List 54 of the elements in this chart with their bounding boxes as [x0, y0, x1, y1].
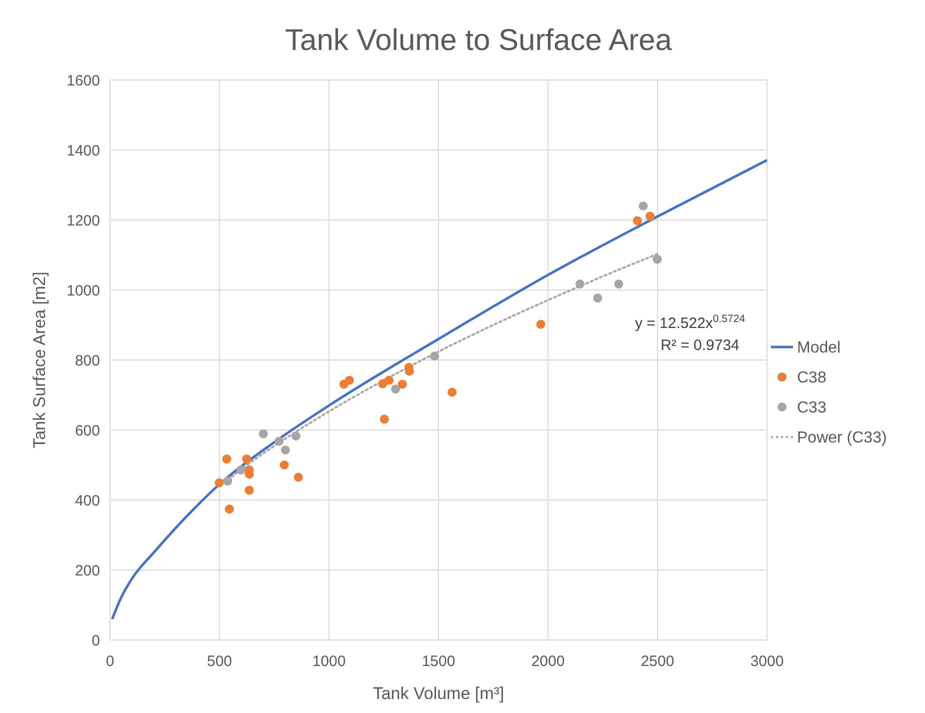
x-tick-label: 2000: [531, 653, 565, 670]
point: [398, 380, 407, 389]
y-tick-label: 1200: [66, 212, 100, 230]
y-tick-label: 200: [74, 562, 100, 580]
point: [223, 476, 232, 486]
point: [224, 504, 234, 514]
y-tick-label: 800: [74, 352, 100, 370]
point: [214, 478, 224, 488]
legend-label: C38: [797, 370, 826, 387]
point: [646, 212, 655, 221]
x-tick-label: 500: [206, 653, 232, 670]
y-tick-label: 1600: [66, 72, 100, 90]
point: [593, 294, 602, 303]
point: [430, 352, 440, 361]
y-tick-label: 0: [92, 632, 100, 650]
point: [258, 429, 268, 438]
x-tick-label: 0: [106, 653, 114, 670]
x-tick-label: 3000: [750, 653, 784, 670]
point: [294, 472, 303, 482]
point: [244, 486, 254, 495]
point: [384, 376, 394, 385]
point: [280, 445, 290, 454]
point: [236, 465, 246, 474]
point: [652, 254, 662, 264]
legend-label: Power (C33): [797, 430, 887, 447]
point: [380, 414, 389, 424]
y-tick-label: 600: [74, 422, 100, 440]
x-tick-label: 1000: [312, 653, 346, 670]
point: [280, 460, 289, 470]
legend-label: C33: [797, 400, 826, 417]
chart-title: Tank Volume to Surface Area: [285, 24, 672, 57]
annotation: R² = 0.9734: [660, 337, 740, 354]
point: [291, 431, 300, 440]
annotation: y = 12.522x$^{0.5724}$: [634, 313, 746, 332]
y-tick-label: 1000: [66, 282, 100, 300]
point: [638, 202, 648, 210]
x-tick-label: 1500: [422, 653, 456, 670]
legend-label: Model: [797, 340, 841, 357]
point: [344, 376, 354, 385]
y-tick-label: 400: [74, 492, 100, 510]
point: [242, 454, 252, 464]
point: [448, 388, 457, 397]
y-axis-title: Tank Surface Area [m2]: [30, 272, 49, 448]
y-tick-label: 1400: [66, 142, 100, 160]
point: [222, 454, 232, 464]
x-axis-title: Tank Volume [m³]: [372, 684, 504, 703]
point: [536, 320, 546, 329]
point: [391, 384, 400, 394]
x-tick-label: 2500: [640, 653, 674, 670]
point: [274, 436, 284, 446]
point: [614, 280, 624, 289]
point: [575, 280, 584, 289]
point: [632, 216, 642, 226]
line-series: [110, 158, 768, 620]
